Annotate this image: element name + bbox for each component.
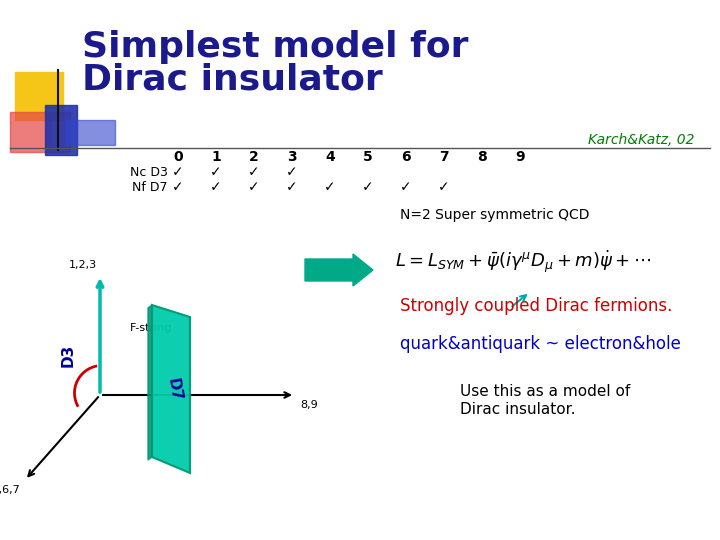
Bar — [15, 72, 63, 120]
Text: Nf D7: Nf D7 — [132, 181, 168, 194]
Text: ✓: ✓ — [286, 180, 298, 194]
Text: $L = L_{SYM} + \bar{\psi}(i\gamma^{\mu}D_{\mu} + m)\dot{\psi} + \cdots$: $L = L_{SYM} + \bar{\psi}(i\gamma^{\mu}D… — [395, 249, 651, 275]
Text: ✓: ✓ — [210, 180, 222, 194]
Bar — [10, 112, 70, 152]
FancyArrow shape — [305, 254, 373, 286]
Text: Use this as a model of: Use this as a model of — [460, 384, 630, 400]
Text: Dirac insulator: Dirac insulator — [82, 63, 383, 97]
Text: ✓: ✓ — [172, 180, 184, 194]
Text: 4,5,6,7: 4,5,6,7 — [0, 485, 20, 495]
Bar — [65, 120, 115, 145]
Text: 3: 3 — [287, 150, 297, 164]
Text: 1,2,3: 1,2,3 — [69, 260, 97, 270]
Bar — [10, 112, 50, 152]
Text: ✓: ✓ — [248, 180, 260, 194]
Text: quark&antiquark ~ electron&hole: quark&antiquark ~ electron&hole — [400, 335, 681, 353]
Bar — [45, 105, 77, 155]
Text: 4: 4 — [325, 150, 335, 164]
Text: 8,9: 8,9 — [300, 400, 318, 410]
Text: N=2 Super symmetric QCD: N=2 Super symmetric QCD — [400, 208, 590, 222]
Text: F-string: F-string — [130, 323, 173, 333]
Text: ✓: ✓ — [172, 165, 184, 179]
Text: ✓: ✓ — [210, 165, 222, 179]
Text: ✓: ✓ — [324, 180, 336, 194]
Text: ✓: ✓ — [362, 180, 374, 194]
Text: 1: 1 — [211, 150, 221, 164]
Text: ✓: ✓ — [438, 180, 450, 194]
Text: 8: 8 — [477, 150, 487, 164]
Text: D7: D7 — [165, 377, 184, 403]
Text: D3: D3 — [60, 343, 76, 367]
Polygon shape — [148, 305, 152, 460]
Text: Dirac insulator.: Dirac insulator. — [460, 402, 575, 417]
Text: ✓: ✓ — [248, 165, 260, 179]
Text: ✓: ✓ — [400, 180, 412, 194]
Text: 2: 2 — [249, 150, 259, 164]
Text: Strongly coupled Dirac fermions.: Strongly coupled Dirac fermions. — [400, 297, 672, 315]
Polygon shape — [152, 305, 190, 473]
Text: 0: 0 — [174, 150, 183, 164]
Text: 6: 6 — [401, 150, 411, 164]
Text: 9: 9 — [516, 150, 525, 164]
Text: Karch&Katz, 02: Karch&Katz, 02 — [588, 133, 695, 147]
Text: ✓: ✓ — [286, 165, 298, 179]
Text: 5: 5 — [363, 150, 373, 164]
Text: 7: 7 — [439, 150, 449, 164]
Text: Nc D3: Nc D3 — [130, 166, 168, 179]
Text: Simplest model for: Simplest model for — [82, 30, 469, 64]
